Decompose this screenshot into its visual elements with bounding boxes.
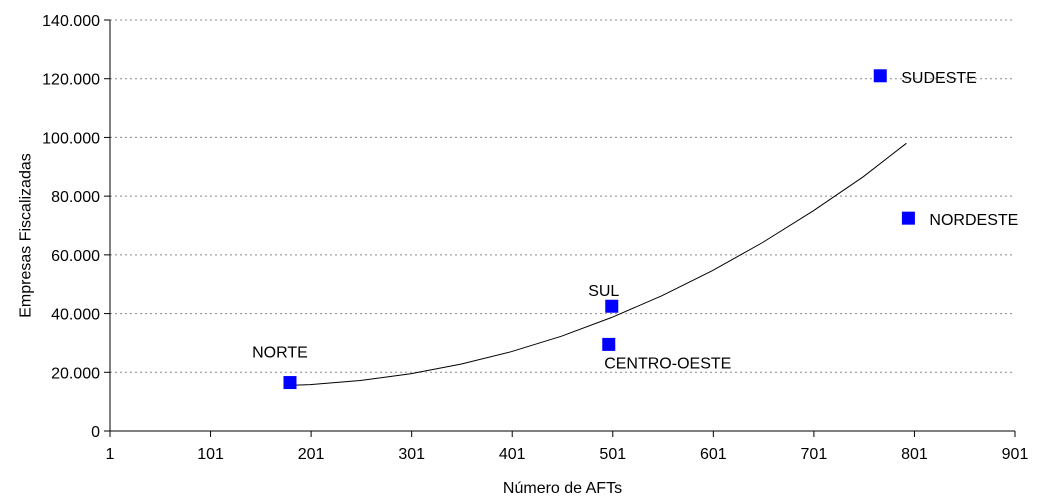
y-tick-label: 120.000	[42, 72, 100, 89]
grid-lines	[110, 19, 1015, 373]
data-point	[602, 337, 616, 351]
y-tick-label: 60.000	[51, 248, 100, 265]
x-tick-label: 501	[599, 446, 626, 463]
y-axis-title: Empresas Fiscalizadas	[18, 153, 35, 318]
x-tick-label: 801	[901, 446, 928, 463]
y-tick-label: 40.000	[51, 307, 100, 324]
x-axis-title: Número de AFTs	[503, 480, 622, 497]
x-tick-label: 101	[197, 446, 224, 463]
point-labels: NORTE SUL CENTRO-OESTE SUDESTE NORDESTE	[252, 70, 1018, 373]
point-label: NORDESTE	[929, 212, 1018, 229]
data-point	[605, 299, 619, 313]
axes	[109, 20, 1015, 432]
data-point	[873, 69, 887, 83]
data-points	[283, 69, 915, 390]
y-tick-label: 100.000	[42, 130, 100, 147]
x-tick-label: 901	[1002, 446, 1029, 463]
trendline	[284, 142, 907, 386]
y-tick-label: 80.000	[51, 189, 100, 206]
y-axis-ticks: 0 20.000 40.000 60.000 80.000 100.000 120.000 1…	[42, 13, 110, 441]
x-tick-label: 601	[700, 446, 727, 463]
data-point	[901, 211, 915, 225]
point-label: CENTRO-OESTE	[604, 355, 731, 372]
x-tick-label: 201	[298, 446, 325, 463]
x-tick-label: 301	[398, 446, 425, 463]
x-tick-label: 701	[801, 446, 828, 463]
point-label: NORTE	[252, 345, 308, 362]
x-tick-label: 1	[106, 446, 115, 463]
y-tick-label: 140.000	[42, 13, 100, 30]
x-tick-label: 401	[499, 446, 526, 463]
y-tick-label: 0	[91, 424, 100, 441]
point-label: SUL	[588, 283, 619, 300]
point-label: SUDESTE	[901, 70, 977, 87]
data-point	[283, 376, 297, 390]
y-tick-label: 20.000	[51, 365, 100, 382]
x-axis-ticks: 1 101 201 301 401 501 601 701 801 901	[106, 431, 1029, 463]
